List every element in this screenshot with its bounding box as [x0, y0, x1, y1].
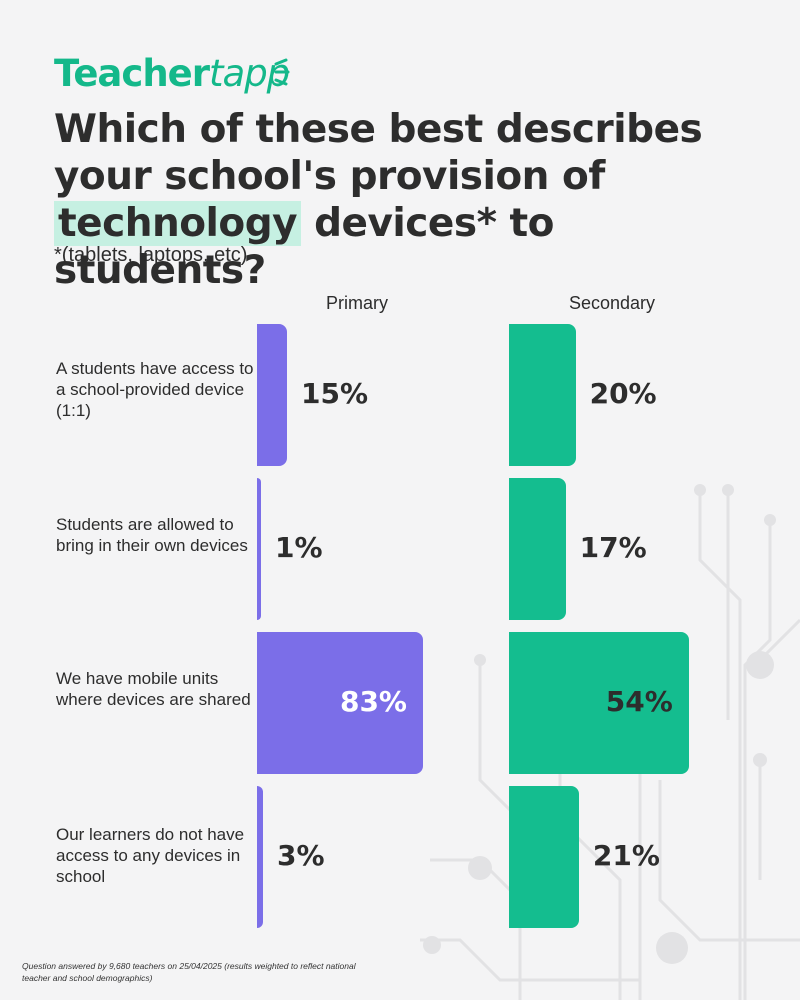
value-label-primary-3: 83%: [339, 685, 407, 718]
footnote: Question answered by 9,680 teachers on 2…: [22, 961, 356, 983]
category-label: Our learners do not have access to any d…: [56, 825, 245, 886]
bar-primary-1: [257, 324, 287, 466]
bar-primary-4: [257, 786, 263, 928]
column-header-secondary: Secondary: [568, 293, 656, 313]
title-text-start: Which of these best describes your schoo…: [54, 107, 703, 199]
value-label-secondary-3: 54%: [605, 685, 673, 718]
title-highlight: technology: [54, 201, 302, 246]
value-label-primary-4: 3%: [277, 839, 325, 872]
title-text-end: devices* to students?: [54, 201, 554, 293]
bar-primary-2: [257, 478, 261, 620]
value-label-secondary-4: 21%: [592, 839, 660, 872]
bar-secondary-1: [509, 324, 576, 466]
category-label: Students are allowed to bring in their o…: [56, 515, 248, 555]
bar-secondary-2: [509, 478, 566, 620]
bar-secondary-4: [509, 786, 579, 928]
logo-text-teacher: Teacher: [54, 52, 210, 95]
value-label-primary-1: 15%: [301, 377, 369, 410]
category-label: A students have access to a school-provi…: [56, 359, 254, 420]
category-label: We have mobile units where devices are s…: [56, 669, 251, 709]
bar-secondary-3: [509, 632, 689, 774]
value-label-primary-2: 1%: [275, 531, 323, 564]
value-label-secondary-2: 17%: [579, 531, 647, 564]
chart-title: Which of these best describes your schoo…: [54, 106, 774, 294]
value-label-secondary-1: 20%: [589, 377, 657, 410]
logo-spark-icon: [274, 58, 290, 86]
chart-subtitle: *(tablets, laptops, etc): [54, 244, 248, 266]
teachertapp-logo: Teachertapp: [54, 52, 290, 95]
bar-primary-3: [257, 632, 423, 774]
column-header-primary: Primary: [326, 293, 388, 313]
